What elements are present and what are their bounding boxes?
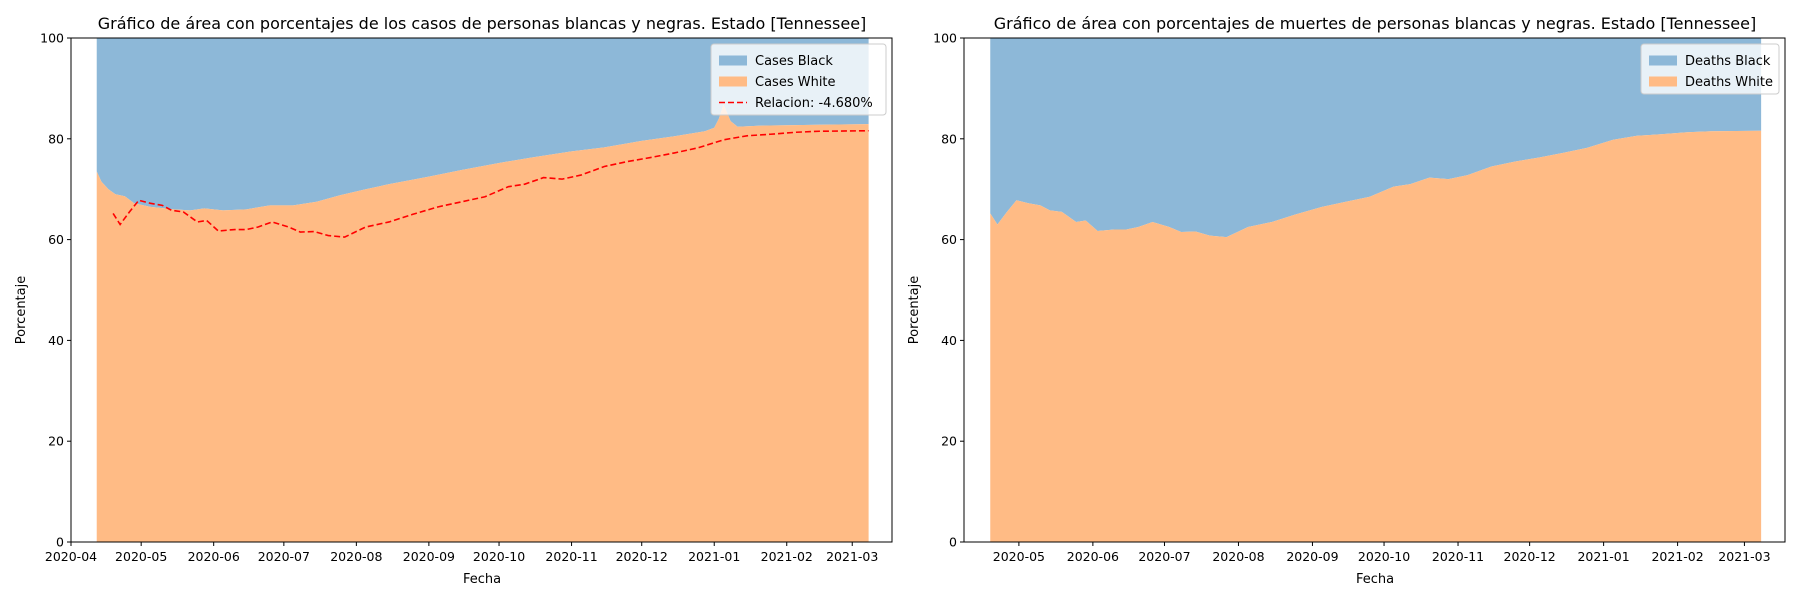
cases-x-tick-label: 2020-11 (545, 549, 597, 564)
cases-plot-area: 0 20 40 60 80 100 2020-04 2020-05 2020-06 2020-07… (40, 31, 893, 564)
deaths-plot-area: 0 20 40 60 80 100 2020-05 2020-06 2020-07 2020-08… (933, 31, 1786, 564)
cases-area-cases-black (96, 38, 869, 211)
deaths-x-tick-label: 2021-03 (1718, 549, 1770, 564)
deaths-x-tick-label: 2020-10 (1358, 549, 1410, 564)
cases-legend-box (710, 43, 887, 116)
cases-x-tick-label: 2021-02 (761, 549, 813, 564)
cases-x-tick-label: 2021-01 (688, 549, 740, 564)
deaths-x-tick-label: 2020-07 (1138, 549, 1190, 564)
cases-legend-label-cases-black: Cases Black (755, 54, 833, 69)
cases-y-tick-label: 60 (48, 232, 64, 247)
deaths-x-tick-label: 2021-02 (1651, 549, 1703, 564)
deaths-x-tick-label: 2020-12 (1504, 549, 1556, 564)
deaths-chart-title: Gráfico de área con porcentajes de muert… (994, 14, 1756, 33)
deaths-area-deaths-white (990, 130, 1762, 543)
cases-x-tick-label: 2020-05 (115, 549, 167, 564)
cases-x-tick-label: 2020-12 (616, 549, 668, 564)
cases-legend-swatch-cases-black (719, 55, 747, 66)
cases-legend: Cases Black Cases White Relacion: -4.680% (710, 43, 887, 116)
cases-x-tick-label: 2020-06 (188, 549, 240, 564)
cases-legend-swatch-cases-white (719, 76, 747, 87)
cases-x-tick-label: 2021-03 (826, 549, 878, 564)
deaths-chart: Gráfico de área con porcentajes de muert… (907, 14, 1786, 587)
cases-relacion-line (112, 129, 869, 238)
cases-x-tick-label: 2020-10 (473, 549, 525, 564)
deaths-y-tick-label: 60 (941, 232, 957, 247)
deaths-x-tick-label: 2020-06 (1067, 549, 1119, 564)
cases-legend-label-cases-white: Cases White (755, 75, 836, 90)
cases-x-tick-label: 2020-04 (45, 549, 97, 564)
deaths-legend-swatch-deaths-white (1649, 76, 1677, 87)
deaths-x-tick-label: 2020-09 (1286, 549, 1338, 564)
deaths-legend-label-deaths-black: Deaths Black (1685, 54, 1771, 69)
deaths-y-axis-label: Porcentaje (907, 276, 922, 344)
cases-y-axis-label: Porcentaje (14, 276, 29, 344)
cases-x-tick-label: 2020-09 (403, 549, 455, 564)
cases-chart: Gráfico de área con porcentajes de los c… (14, 14, 893, 587)
deaths-y-tick-label: 40 (941, 333, 957, 348)
deaths-y-tick-label: 100 (933, 31, 957, 46)
cases-x-axis-label: Fecha (463, 572, 501, 587)
deaths-x-tick-label: 2020-11 (1432, 549, 1484, 564)
cases-x-tick-label: 2020-08 (330, 549, 382, 564)
cases-y-tick-label: 20 (48, 434, 64, 449)
deaths-x-tick-label: 2020-05 (993, 549, 1045, 564)
deaths-y-tick-label: 80 (941, 131, 957, 146)
deaths-axes-frame (963, 37, 1786, 543)
deaths-y-tick-label: 0 (949, 535, 957, 550)
cases-y-tick-label: 40 (48, 333, 64, 348)
deaths-legend-label-deaths-white: Deaths White (1685, 75, 1773, 90)
cases-y-tick-label: 80 (48, 131, 64, 146)
deaths-legend: Deaths Black Deaths White (1640, 43, 1780, 95)
cases-x-tick-label: 2020-07 (258, 549, 310, 564)
deaths-x-axis-label: Fecha (1356, 572, 1394, 587)
deaths-legend-swatch-deaths-black (1649, 55, 1677, 66)
deaths-area-deaths-black (990, 38, 1762, 238)
cases-axes-frame (70, 37, 893, 543)
deaths-x-tick-label: 2020-08 (1212, 549, 1264, 564)
cases-y-tick-label: 100 (40, 31, 64, 46)
cases-y-tick-label: 0 (56, 535, 64, 550)
cases-chart-title: Gráfico de área con porcentajes de los c… (98, 14, 867, 33)
cases-area-cases-white (96, 104, 869, 542)
cases-legend-label-relacion-4-680: Relacion: -4.680% (755, 96, 873, 111)
deaths-x-tick-label: 2021-01 (1577, 549, 1629, 564)
deaths-y-tick-label: 20 (941, 434, 957, 449)
